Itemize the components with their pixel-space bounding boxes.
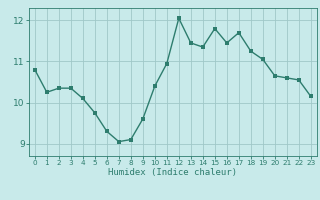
X-axis label: Humidex (Indice chaleur): Humidex (Indice chaleur) bbox=[108, 168, 237, 177]
